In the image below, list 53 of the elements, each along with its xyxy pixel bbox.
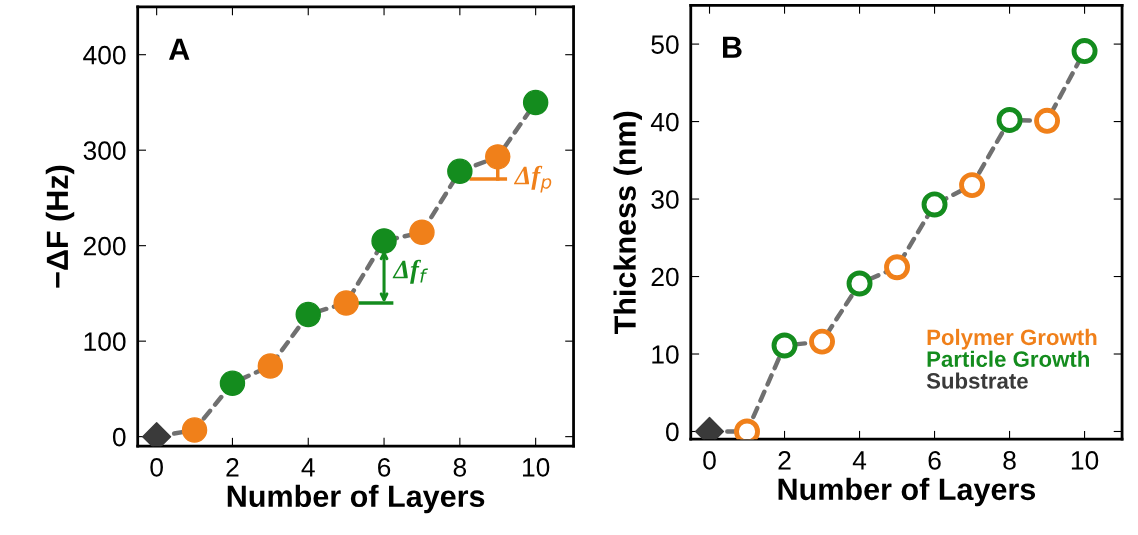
point xyxy=(409,219,435,246)
point xyxy=(921,191,948,218)
x-axis-title: Number of Layers xyxy=(227,484,485,514)
point xyxy=(371,228,397,254)
x-tick-label: 4 xyxy=(852,451,867,470)
point xyxy=(771,332,798,359)
y-tick-label: 50 xyxy=(651,35,679,54)
y-axis-title: Thickness (nm) xyxy=(613,111,642,334)
y-axis-title: −ΔF (Hz) xyxy=(45,165,75,288)
x-tick-label: 6 xyxy=(378,458,391,477)
point xyxy=(522,89,549,116)
x-tick-label: 2 xyxy=(226,458,239,477)
x-tick-label: 6 xyxy=(928,451,941,470)
point xyxy=(1034,107,1061,134)
point xyxy=(485,144,511,170)
annotation: Δf$_{f}$ xyxy=(392,259,428,284)
text: Polymer Growth xyxy=(927,328,1097,350)
point xyxy=(257,353,284,379)
point xyxy=(447,158,473,184)
x-tick-label: 2 xyxy=(778,451,791,470)
x-tick-label: 10 xyxy=(1071,451,1099,470)
point xyxy=(959,172,986,199)
x-tick-label: 8 xyxy=(1003,451,1016,470)
point xyxy=(181,417,208,443)
text: Substrate xyxy=(926,372,1028,389)
text: A xyxy=(168,38,190,60)
x-tick-label: 0 xyxy=(703,451,716,470)
y-tick-label: 0 xyxy=(666,422,679,442)
x-tick-label: 4 xyxy=(301,458,315,477)
text: Particle Growth xyxy=(927,350,1089,367)
point xyxy=(846,270,873,297)
annotation: Δf$_{p}$ xyxy=(513,165,552,193)
x-axis-title: Number of Layers xyxy=(778,477,1036,507)
point xyxy=(884,254,910,281)
point xyxy=(996,107,1023,133)
y-tick-label: 100 xyxy=(84,332,126,351)
y-tick-label: 30 xyxy=(651,190,679,209)
point xyxy=(1071,38,1098,65)
x-tick-label: 8 xyxy=(453,458,467,477)
y-tick-label: 400 xyxy=(83,45,126,65)
y-tick-label: 0 xyxy=(112,427,126,447)
y-tick-label: 200 xyxy=(83,236,126,256)
x-tick-label: 0 xyxy=(150,458,163,477)
y-tick-label: 20 xyxy=(651,267,679,287)
y-tick-label: 10 xyxy=(652,345,679,364)
point xyxy=(219,370,246,396)
text: B xyxy=(723,36,742,58)
point xyxy=(809,328,835,355)
y-tick-label: 40 xyxy=(650,112,679,132)
x-tick-label: 10 xyxy=(522,458,550,477)
point xyxy=(333,290,359,316)
y-tick-label: 300 xyxy=(83,141,126,161)
point xyxy=(295,301,321,328)
